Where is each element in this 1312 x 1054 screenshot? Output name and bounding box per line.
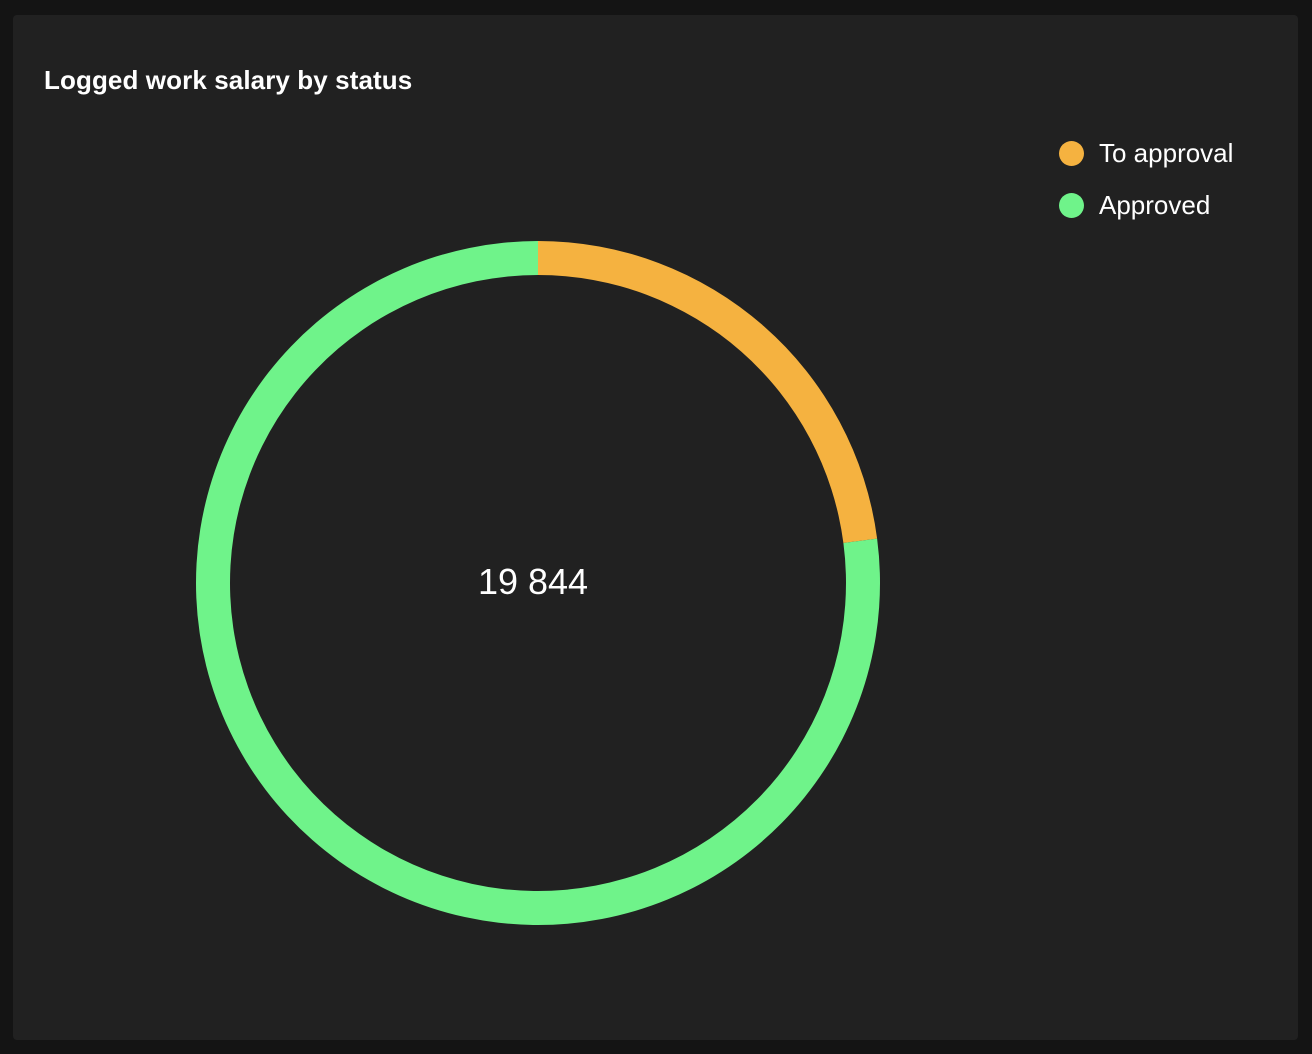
donut-chart: 19 844 — [196, 240, 881, 925]
legend-label-to-approval: To approval — [1099, 138, 1234, 168]
legend-label-approved: Approved — [1099, 190, 1211, 220]
donut-slice-to-approval[interactable] — [538, 241, 878, 544]
donut-total-label: 19 844 — [478, 561, 588, 602]
chart-title: Logged work salary by status — [44, 65, 413, 95]
donut-slices — [196, 240, 881, 925]
legend-swatch-to-approval — [1059, 140, 1084, 166]
chart-legend: To approval Approved — [1059, 127, 1233, 231]
legend-item-approved[interactable]: Approved — [1059, 179, 1233, 231]
legend-swatch-approved — [1059, 192, 1084, 218]
chart-panel: Logged work salary by status 19 844 To a… — [13, 15, 1298, 1040]
legend-item-to-approval[interactable]: To approval — [1059, 127, 1233, 179]
